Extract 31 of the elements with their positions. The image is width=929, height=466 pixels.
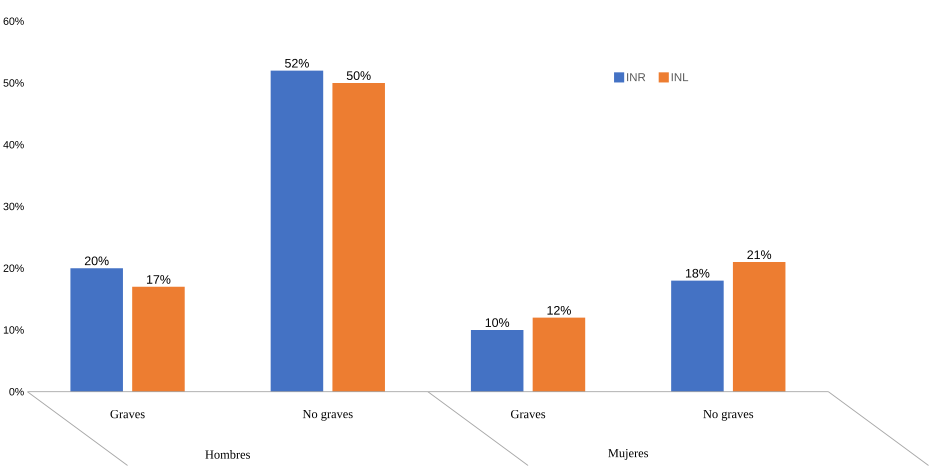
x-tick-label: Graves bbox=[511, 410, 546, 418]
data-label: 17% bbox=[146, 275, 170, 284]
data-label: 20% bbox=[84, 256, 109, 266]
data-label: 52% bbox=[285, 58, 309, 68]
data-label: 21% bbox=[747, 250, 772, 260]
bar bbox=[270, 70, 324, 392]
bar bbox=[532, 318, 586, 392]
data-label: 10% bbox=[486, 318, 510, 328]
bar bbox=[671, 280, 724, 392]
text: Hombres bbox=[205, 450, 250, 459]
y-tick-label: 20% bbox=[4, 264, 24, 272]
bar bbox=[732, 262, 786, 392]
y-tick-label: 60% bbox=[4, 17, 24, 25]
legend-label: INR bbox=[627, 73, 646, 82]
y-tick-label: 30% bbox=[3, 202, 24, 210]
bar bbox=[470, 330, 524, 392]
y-tick-label: 10% bbox=[4, 326, 24, 334]
data-label: 18% bbox=[686, 268, 710, 278]
bar bbox=[132, 286, 185, 392]
y-tick-label: 50% bbox=[3, 79, 24, 87]
data-label: 12% bbox=[547, 306, 571, 315]
bar bbox=[332, 82, 385, 392]
legend-label: INL bbox=[672, 73, 688, 82]
x-tick-label: No graves bbox=[703, 410, 754, 421]
data-label: 50% bbox=[346, 71, 371, 80]
x-tick-label: No graves bbox=[302, 410, 353, 421]
y-tick-label: 40% bbox=[3, 140, 24, 148]
x-tick-label: Graves bbox=[110, 410, 145, 418]
text: Mujeres bbox=[608, 449, 648, 460]
y-tick-label: 0% bbox=[9, 388, 24, 396]
bar bbox=[70, 268, 123, 392]
